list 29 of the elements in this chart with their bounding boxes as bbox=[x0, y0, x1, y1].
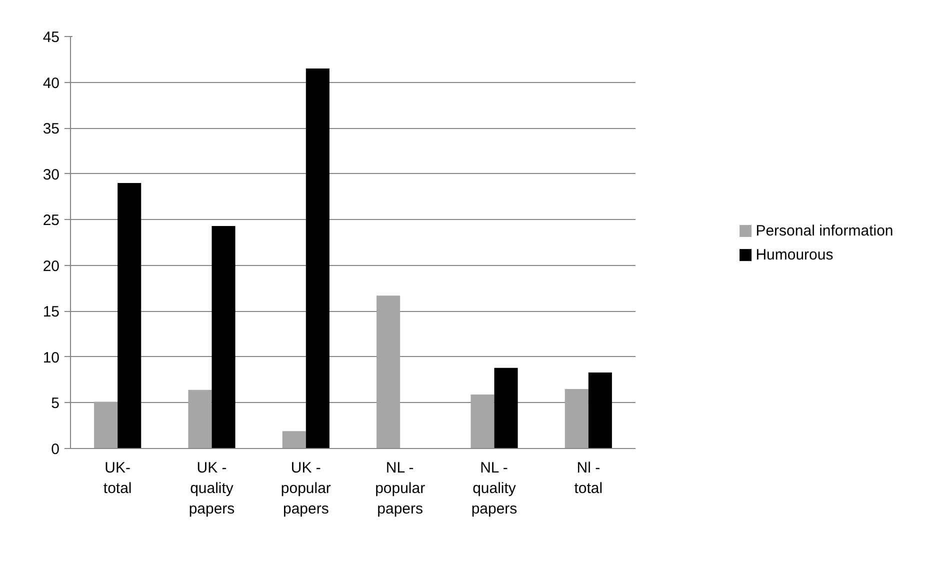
y-tick-label: 10 bbox=[42, 349, 60, 366]
bar bbox=[118, 182, 142, 448]
x-tick-label: UK- total bbox=[103, 460, 132, 497]
x-tick-label: UK - quality papers bbox=[188, 460, 235, 518]
x-tick-label: NL - popular papers bbox=[375, 460, 426, 518]
legend-label: Humourous bbox=[756, 246, 834, 264]
bar bbox=[588, 372, 612, 448]
x-tick-label: Nl - total bbox=[574, 460, 603, 497]
x-tick-label: UK - popular papers bbox=[280, 460, 331, 518]
y-tick-label: 5 bbox=[51, 395, 60, 412]
bar bbox=[564, 388, 588, 448]
x-tick-label: NL - quality papers bbox=[471, 460, 518, 518]
y-tick-label: 0 bbox=[51, 441, 60, 458]
bar bbox=[470, 394, 494, 448]
y-tick-label: 35 bbox=[42, 120, 60, 138]
y-tick-label: 30 bbox=[42, 166, 60, 184]
bar bbox=[494, 368, 518, 448]
bar bbox=[376, 296, 400, 448]
y-tick-label: 25 bbox=[42, 212, 60, 230]
legend-label: Personal information bbox=[756, 222, 894, 240]
bar bbox=[188, 390, 212, 448]
y-tick-label: 20 bbox=[42, 258, 60, 275]
y-tick-label: 40 bbox=[42, 74, 60, 92]
y-tick-label: 15 bbox=[42, 304, 60, 321]
bar bbox=[94, 402, 118, 448]
bar bbox=[212, 226, 236, 448]
y-tick-label: 45 bbox=[42, 29, 60, 46]
bar bbox=[306, 68, 330, 448]
bar bbox=[282, 431, 306, 448]
